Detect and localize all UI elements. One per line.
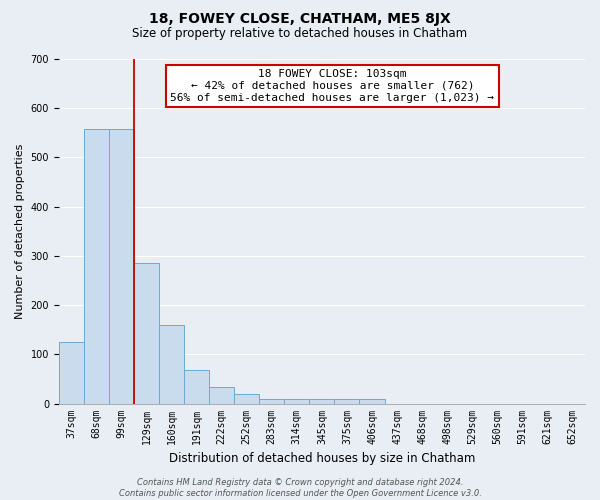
Text: 18 FOWEY CLOSE: 103sqm
← 42% of detached houses are smaller (762)
56% of semi-de: 18 FOWEY CLOSE: 103sqm ← 42% of detached… [170,70,494,102]
Bar [209,388,234,404]
X-axis label: Distribution of detached houses by size in Chatham: Distribution of detached houses by size … [169,452,475,465]
Bar [159,325,184,404]
Text: 18, FOWEY CLOSE, CHATHAM, ME5 8JX: 18, FOWEY CLOSE, CHATHAM, ME5 8JX [149,12,451,26]
Text: Size of property relative to detached houses in Chatham: Size of property relative to detached ho… [133,28,467,40]
Bar [234,394,259,404]
Bar [109,130,134,404]
Bar [184,370,209,404]
Bar [59,342,84,404]
Bar [334,398,359,404]
Bar [259,398,284,404]
Bar [84,130,109,404]
Y-axis label: Number of detached properties: Number of detached properties [15,144,25,319]
Bar [310,398,334,404]
Bar [284,398,310,404]
Bar [134,263,159,404]
Text: Contains HM Land Registry data © Crown copyright and database right 2024.
Contai: Contains HM Land Registry data © Crown c… [119,478,481,498]
Bar [359,398,385,404]
